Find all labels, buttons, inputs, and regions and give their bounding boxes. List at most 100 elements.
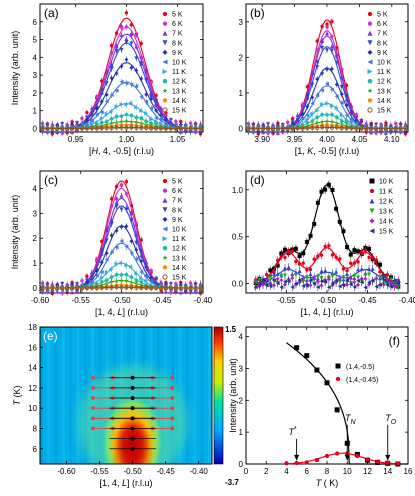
data-point: [104, 99, 109, 104]
x-axis-label: [H, 4, -0.5] (r.l.u): [89, 146, 154, 156]
data-point: [129, 125, 134, 130]
data-point: [109, 51, 114, 55]
data-point: [315, 285, 320, 290]
data-point: [104, 119, 109, 124]
data-point: [104, 285, 109, 290]
data-point: [282, 273, 287, 278]
y-axis-label: Intensity (arb. unit): [10, 195, 20, 270]
heatmap-streak: [54, 327, 58, 464]
data-point: [315, 39, 319, 43]
axes-frame: [39, 326, 213, 465]
data-point: [375, 459, 380, 464]
data-point: [104, 238, 109, 243]
data-point: [193, 126, 198, 131]
data-point: [334, 106, 339, 111]
data-point: [348, 276, 353, 281]
fit-curve-red: [286, 452, 398, 465]
data-point: [114, 31, 119, 35]
data-point: [344, 103, 349, 108]
data-point: [104, 270, 109, 275]
data-point: [119, 119, 124, 124]
data-point: [109, 222, 114, 227]
y-tick-label: 0.0: [232, 280, 244, 289]
legend-marker: [369, 228, 375, 234]
data-point: [154, 276, 159, 281]
data-point: [334, 255, 338, 259]
data-point: [340, 67, 344, 71]
data-point: [334, 61, 339, 66]
data-point: [329, 112, 334, 117]
legend-label: 9 K: [172, 217, 183, 224]
heatmap-image: [40, 327, 212, 464]
series-15k: [40, 124, 203, 132]
data-point: [308, 272, 313, 277]
series-group: [40, 178, 203, 297]
legend-label: 13 K: [172, 88, 187, 95]
data-point: [310, 95, 315, 100]
x-tick-label: -0.55: [72, 296, 91, 305]
data-point: [149, 97, 154, 102]
legend-label: 10 K: [172, 60, 187, 67]
legend-label: 12 K: [172, 79, 187, 86]
y-tick-label: 6: [33, 445, 38, 454]
data-point: [290, 285, 295, 290]
data-point: [279, 273, 284, 278]
heatmap-streak: [193, 327, 197, 464]
data-point: [315, 76, 320, 81]
data-point: [334, 82, 339, 87]
data-point: [297, 254, 302, 259]
legend-marker: [369, 208, 375, 214]
data-point: [312, 221, 317, 226]
data-point: [379, 130, 383, 135]
heatmap-core: [118, 426, 147, 464]
data-point: [339, 100, 344, 105]
data-point: [271, 283, 276, 288]
data-point: [109, 279, 114, 284]
legend-marker: [367, 97, 373, 103]
data-point: [374, 284, 379, 289]
data-point: [352, 248, 357, 253]
data-point: [159, 279, 164, 284]
data-point: [114, 184, 119, 189]
data-point: [149, 278, 154, 283]
side-point: [170, 416, 175, 421]
legend: (1,4,-0.5) (1,4,-0.45): [335, 363, 378, 384]
data-point: [124, 244, 129, 249]
data-point: [124, 119, 129, 123]
side-point: [91, 416, 95, 421]
data-point: [329, 66, 334, 71]
legend-marker: [369, 188, 375, 194]
data-point: [319, 253, 324, 257]
data-point: [290, 276, 295, 281]
data-point: [163, 121, 168, 126]
x-tick-label: 0: [244, 467, 249, 476]
data-point: [80, 278, 84, 283]
legend-label: 14 K: [379, 219, 394, 226]
data-point: [124, 25, 129, 29]
annotation-arrowhead: [344, 454, 350, 461]
data-point: [312, 257, 316, 261]
data-point: [109, 203, 114, 208]
data-point: [275, 126, 281, 131]
data-point: [119, 278, 124, 283]
legend-marker: [335, 376, 341, 382]
data-point: [124, 36, 129, 41]
data-point: [337, 284, 342, 289]
data-point: [264, 272, 269, 277]
y-tick-label: 4: [239, 333, 244, 342]
data-point: [334, 206, 339, 211]
data-point: [134, 271, 139, 276]
data-point: [381, 277, 386, 282]
y-tick-label: 1: [239, 428, 244, 437]
data-point: [119, 125, 124, 130]
data-point: [378, 270, 382, 274]
data-point: [341, 229, 346, 234]
y-tick-label: 1: [239, 89, 244, 98]
legend-label: (1,4,-0.5): [346, 364, 374, 371]
series-(1,4,-0.45): [284, 451, 400, 466]
data-point: [308, 267, 313, 272]
legend-label: 15 K: [377, 108, 392, 115]
legend-label: 8 K: [172, 207, 183, 214]
data-point: [403, 126, 408, 131]
y-tick-label: 2: [33, 234, 38, 243]
